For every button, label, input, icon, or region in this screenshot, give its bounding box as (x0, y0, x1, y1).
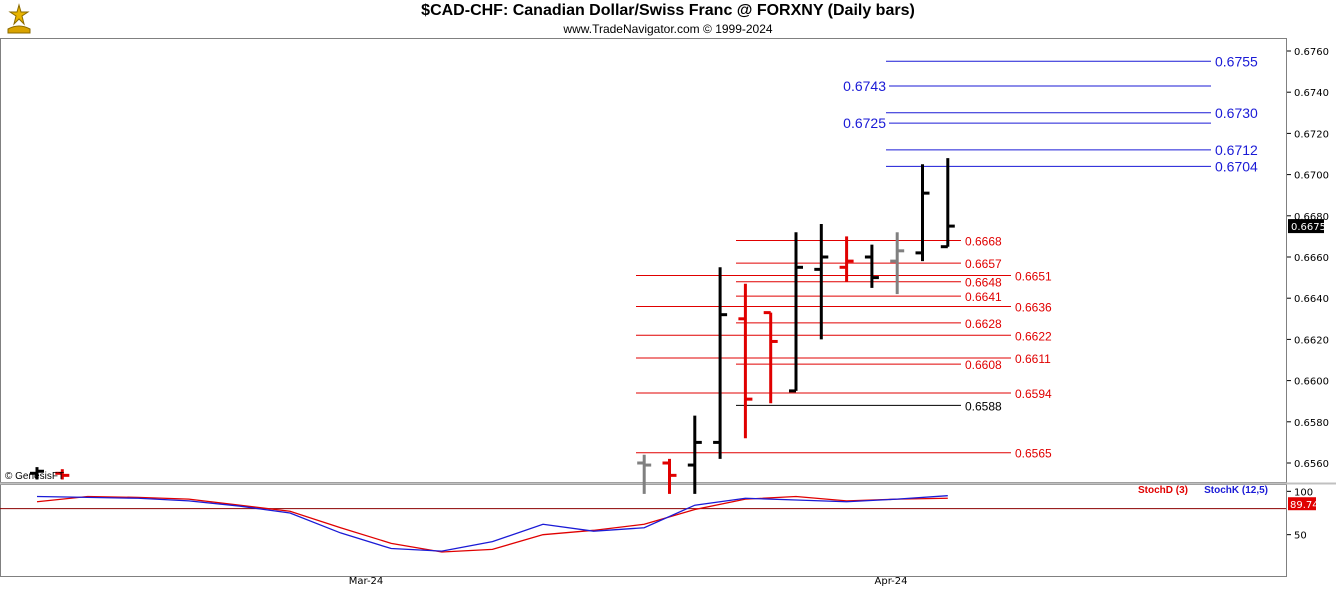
level-label: 0.6641 (965, 290, 1002, 304)
stoch-series-line (36, 495, 948, 552)
level-label: 0.6704 (1215, 158, 1258, 174)
level-label: 0.6730 (1215, 105, 1258, 121)
x-label-apr: Apr-24 (875, 576, 908, 587)
level-label: 0.6743 (843, 78, 886, 94)
last-price-label: 0.6675 (1291, 222, 1326, 233)
stoch-last-value-box (1288, 497, 1316, 511)
level-label: 0.6565 (1015, 447, 1052, 461)
level-label: 0.6636 (1015, 300, 1052, 314)
level-label: 0.6628 (965, 317, 1002, 331)
stoch-y-tick-label: 50 (1294, 531, 1307, 542)
stochastic-panel (0, 484, 1287, 577)
y-tick-label: 0.6740 (1294, 88, 1329, 99)
level-label: 0.6608 (965, 358, 1002, 372)
level-label: 0.6725 (843, 115, 886, 131)
y-tick-label: 0.6600 (1294, 377, 1329, 388)
level-label: 0.6651 (1015, 270, 1052, 284)
level-label: 0.6755 (1215, 53, 1258, 69)
y-tick-label: 0.6680 (1294, 212, 1329, 223)
chart-subtitle: www.TradeNavigator.com © 1999-2024 (563, 22, 773, 36)
y-tick-label: 0.6700 (1294, 171, 1329, 182)
level-label: 0.6712 (1215, 142, 1258, 158)
legend-stochk: StochK (12,5) (1204, 485, 1268, 496)
watermark-text: © GenesisFT (5, 471, 64, 482)
price-panel (0, 38, 1287, 483)
y-tick-label: 0.6660 (1294, 253, 1329, 264)
y-tick-label: 0.6760 (1294, 47, 1329, 58)
trade-navigator-logo-icon (7, 3, 31, 34)
y-tick-label: 0.6640 (1294, 294, 1329, 305)
stoch-y-tick-label: 100 (1294, 487, 1313, 498)
level-label: 0.6611 (1015, 352, 1051, 366)
level-label: 0.6648 (965, 276, 1002, 290)
y-tick-label: 0.6720 (1294, 129, 1329, 140)
y-tick-label: 0.6580 (1294, 418, 1329, 429)
last-price-box (1288, 219, 1324, 234)
y-tick-label: 0.6560 (1294, 459, 1329, 470)
level-label: 0.6668 (965, 235, 1002, 249)
level-label: 0.6657 (965, 257, 1002, 271)
stoch-series-line (36, 495, 948, 553)
level-label: 0.6588 (965, 399, 1002, 413)
y-tick-label: 0.6620 (1294, 335, 1329, 346)
x-label-mar: Mar-24 (349, 576, 384, 587)
legend-stochd: StochD (3) (1138, 485, 1188, 496)
level-label: 0.6622 (1015, 329, 1052, 343)
stoch-last-value-label: 89.74 (1290, 500, 1319, 511)
chart-title: $CAD-CHF: Canadian Dollar/Swiss Franc @ … (421, 2, 915, 19)
level-label: 0.6594 (1015, 387, 1052, 401)
